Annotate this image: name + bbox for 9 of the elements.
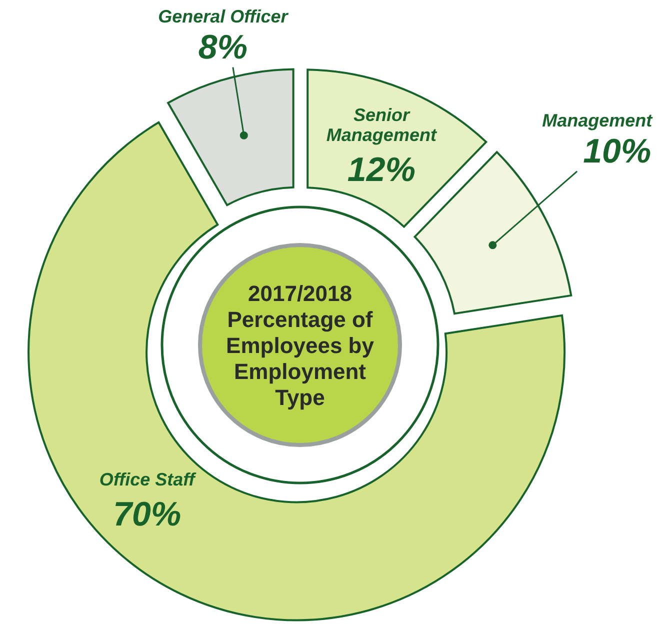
data-label: 12% <box>347 150 416 189</box>
data-label: 8% <box>198 28 248 66</box>
data-label: 70% <box>113 495 182 534</box>
slice-label: Office Staff <box>99 469 197 490</box>
text: 2017/2018 Percentage of Employees by Employment Type <box>226 281 375 410</box>
slice-label: Management <box>542 110 654 130</box>
slice-label: General Officer <box>158 6 289 26</box>
data-label: 10% <box>583 132 652 170</box>
slice-label: Senior Management <box>326 104 438 145</box>
